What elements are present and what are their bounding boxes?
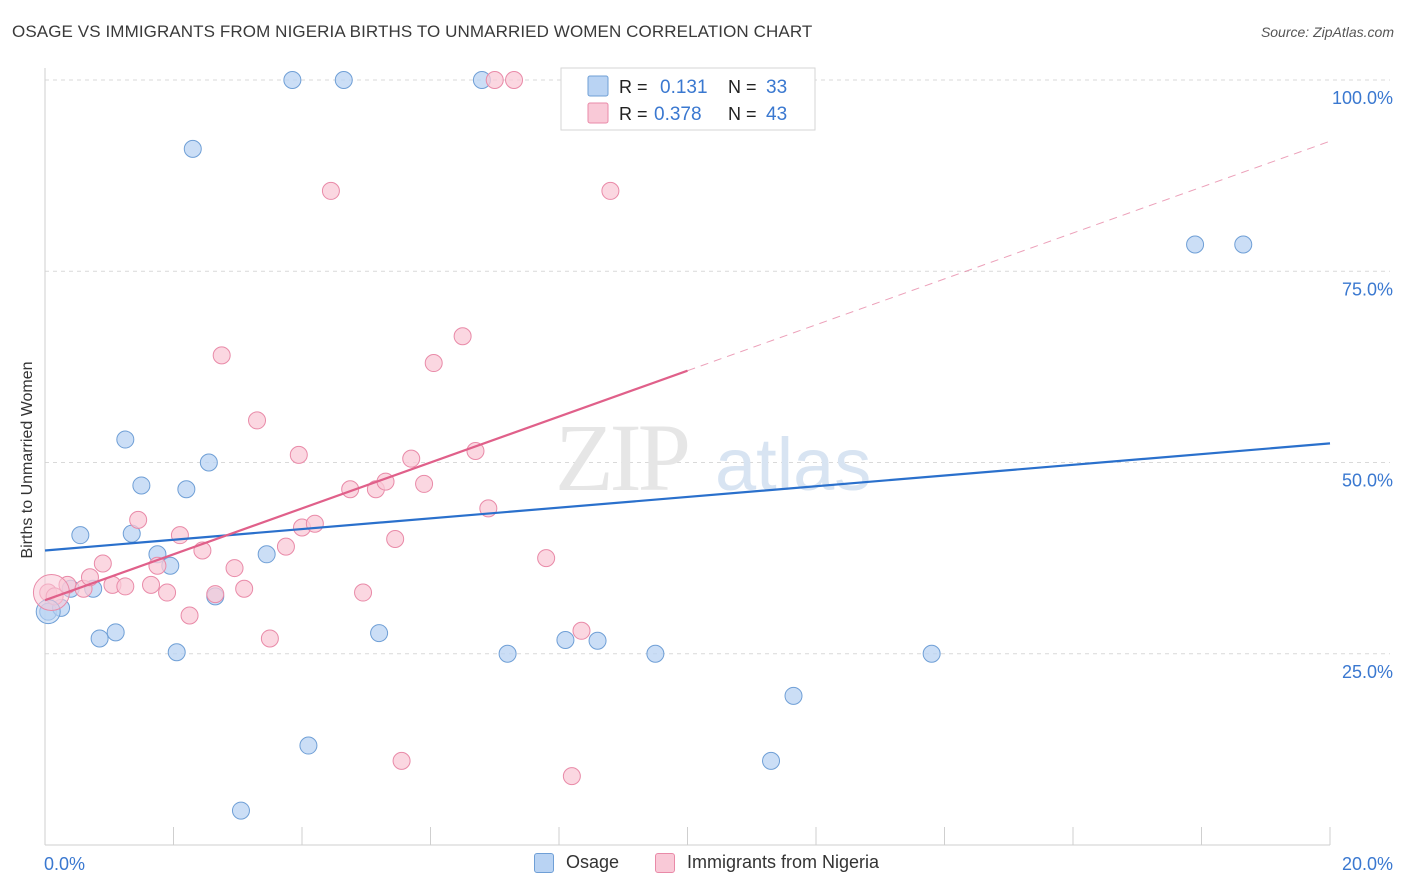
stats-legend: R = 0.131 N = 33 R = 0.378 N = 43 — [560, 67, 816, 131]
osage-point — [1234, 235, 1253, 254]
nigeria-point — [260, 629, 279, 648]
osage-point — [90, 629, 109, 648]
y-tick-label: 75.0% — [1342, 279, 1393, 299]
nigeria-point — [305, 514, 324, 533]
osage-point — [556, 630, 575, 649]
x-tick-label: 0.0% — [44, 854, 85, 874]
osage-point — [646, 644, 665, 663]
source-label: Source: ZipAtlas.com — [1260, 24, 1394, 40]
nigeria-point — [235, 579, 254, 598]
nigeria-point — [424, 354, 443, 373]
x-tick-label: 20.0% — [1342, 854, 1393, 874]
nigeria-point — [354, 583, 373, 602]
y-axis-label: Births to Unmarried Women — [19, 361, 36, 559]
nigeria-point — [562, 767, 581, 786]
points-layer — [32, 71, 1253, 820]
osage-point — [116, 430, 135, 449]
nigeria-point — [485, 71, 504, 89]
nigeria-point — [248, 411, 267, 430]
nigeria-point — [289, 445, 308, 464]
nigeria-n-value: 43 — [766, 104, 787, 125]
osage-point — [334, 71, 353, 89]
osage-point — [370, 624, 389, 643]
y-tick-label: 100.0% — [1332, 88, 1393, 108]
osage-point — [167, 643, 186, 662]
osage-n-label: N = — [728, 77, 757, 97]
osage-trend-line — [44, 442, 1331, 552]
nigeria-point — [225, 559, 244, 578]
nigeria-n-label: N = — [728, 104, 757, 124]
osage-point — [257, 545, 276, 564]
nigeria-point — [505, 71, 524, 89]
osage-point — [231, 801, 250, 820]
nigeria-point — [466, 442, 485, 461]
osage-point — [106, 623, 125, 642]
nigeria-point — [170, 526, 189, 545]
legend-item-nigeria: Immigrants from Nigeria — [655, 852, 879, 873]
nigeria-point — [537, 549, 556, 568]
nigeria-point — [386, 530, 405, 548]
osage-point — [922, 644, 941, 663]
osage-n-value: 33 — [766, 77, 787, 98]
nigeria-point — [392, 751, 411, 770]
nigeria-point — [206, 585, 225, 604]
osage-point — [498, 644, 517, 663]
tick-label-layer: 25.0% 50.0% 75.0% 100.0% 0.0% 20.0% — [44, 88, 1393, 874]
nigeria-point — [158, 583, 177, 602]
nigeria-point — [276, 537, 295, 556]
y-tick-label: 50.0% — [1342, 471, 1393, 491]
nigeria-point — [116, 577, 135, 596]
osage-r-value: 0.131 — [660, 77, 708, 98]
legend-label-osage: Osage — [566, 852, 620, 872]
chart-title: OSAGE VS IMMIGRANTS FROM NIGERIA BIRTHS … — [12, 22, 813, 41]
grid-layer — [45, 79, 1390, 655]
nigeria-point — [415, 474, 434, 493]
osage-point — [199, 453, 218, 472]
osage-point — [183, 139, 202, 158]
nigeria-trend-extension — [687, 140, 1331, 372]
nigeria-trend-line — [44, 369, 688, 602]
nigeria-point — [180, 606, 199, 625]
nigeria-point — [129, 510, 148, 529]
nigeria-swatch — [655, 852, 675, 873]
legend-label-nigeria: Immigrants from Nigeria — [687, 852, 880, 872]
osage-point — [762, 751, 781, 770]
osage-point — [299, 736, 318, 755]
axis-layer — [44, 68, 1331, 846]
osage-r-label: R = — [619, 77, 648, 97]
osage-point — [588, 631, 607, 650]
nigeria-legend-swatch — [587, 102, 609, 124]
osage-swatch — [534, 852, 554, 873]
nigeria-r-label: R = — [619, 104, 648, 124]
nigeria-point — [402, 449, 421, 468]
nigeria-r-value: 0.378 — [654, 104, 702, 125]
nigeria-point — [93, 554, 112, 573]
osage-point — [784, 686, 803, 705]
watermark-zip: ZIP — [555, 404, 688, 511]
nigeria-point — [453, 327, 472, 346]
y-tick-label: 25.0% — [1342, 662, 1393, 682]
nigeria-point — [601, 181, 620, 200]
bottom-legend: Osage Immigrants from Nigeria — [0, 850, 1406, 878]
legend-item-osage: Osage — [534, 852, 619, 873]
nigeria-point — [142, 575, 161, 594]
osage-point — [71, 526, 90, 545]
osage-point — [132, 476, 151, 495]
osage-point — [1186, 235, 1205, 254]
nigeria-point — [212, 346, 231, 365]
trend-layer — [44, 140, 1331, 602]
osage-point — [177, 480, 196, 499]
nigeria-point — [572, 621, 591, 640]
osage-point — [283, 71, 302, 89]
nigeria-point — [321, 181, 340, 200]
osage-legend-swatch — [587, 75, 609, 97]
